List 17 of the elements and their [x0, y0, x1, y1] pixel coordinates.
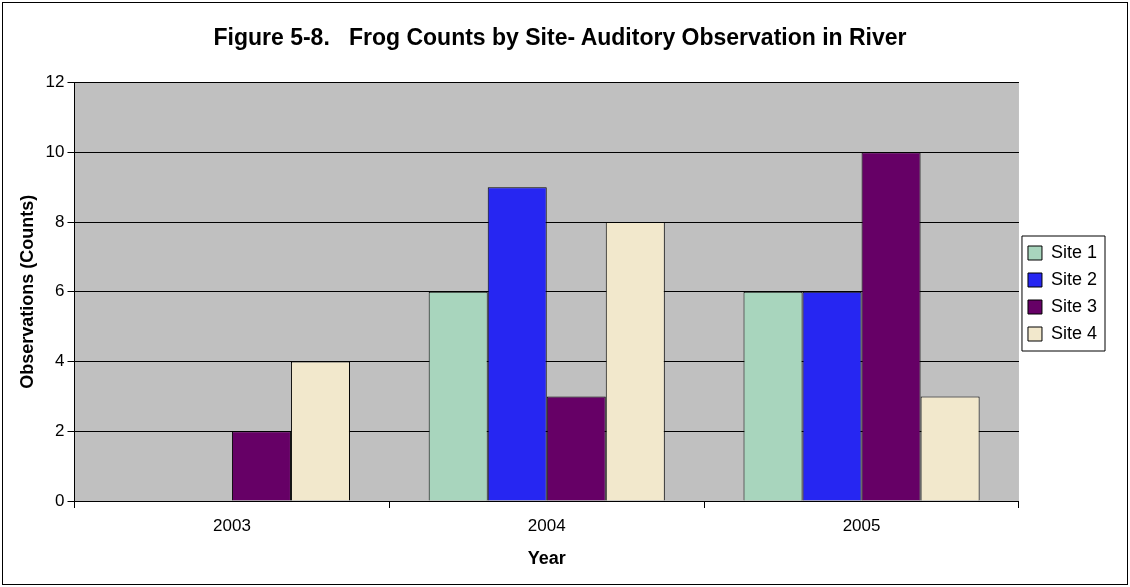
legend-label: Site 2	[1050, 268, 1097, 289]
legend-label: Site 3	[1050, 295, 1097, 316]
x-tick-label: 2003	[213, 515, 251, 535]
y-tick-label: 2	[55, 420, 65, 440]
y-tick-label: 0	[55, 490, 65, 510]
chart-title: Figure 5-8. Frog Counts by Site- Auditory Observation in River	[213, 24, 907, 51]
y-axis-title: Observations (Counts)	[16, 194, 37, 389]
legend-label: Site 4	[1050, 322, 1097, 343]
x-tick-label: 2005	[842, 515, 881, 535]
x-tick-label: 2004	[527, 515, 566, 535]
y-tick-label: 8	[55, 211, 65, 231]
y-tick-label: 6	[55, 281, 65, 301]
x-axis-title: Year	[527, 548, 566, 569]
legend-label: Site 1	[1050, 241, 1097, 262]
y-tick-label: 10	[45, 142, 65, 162]
y-tick-label: 12	[45, 72, 65, 92]
y-tick-label: 4	[55, 351, 65, 371]
